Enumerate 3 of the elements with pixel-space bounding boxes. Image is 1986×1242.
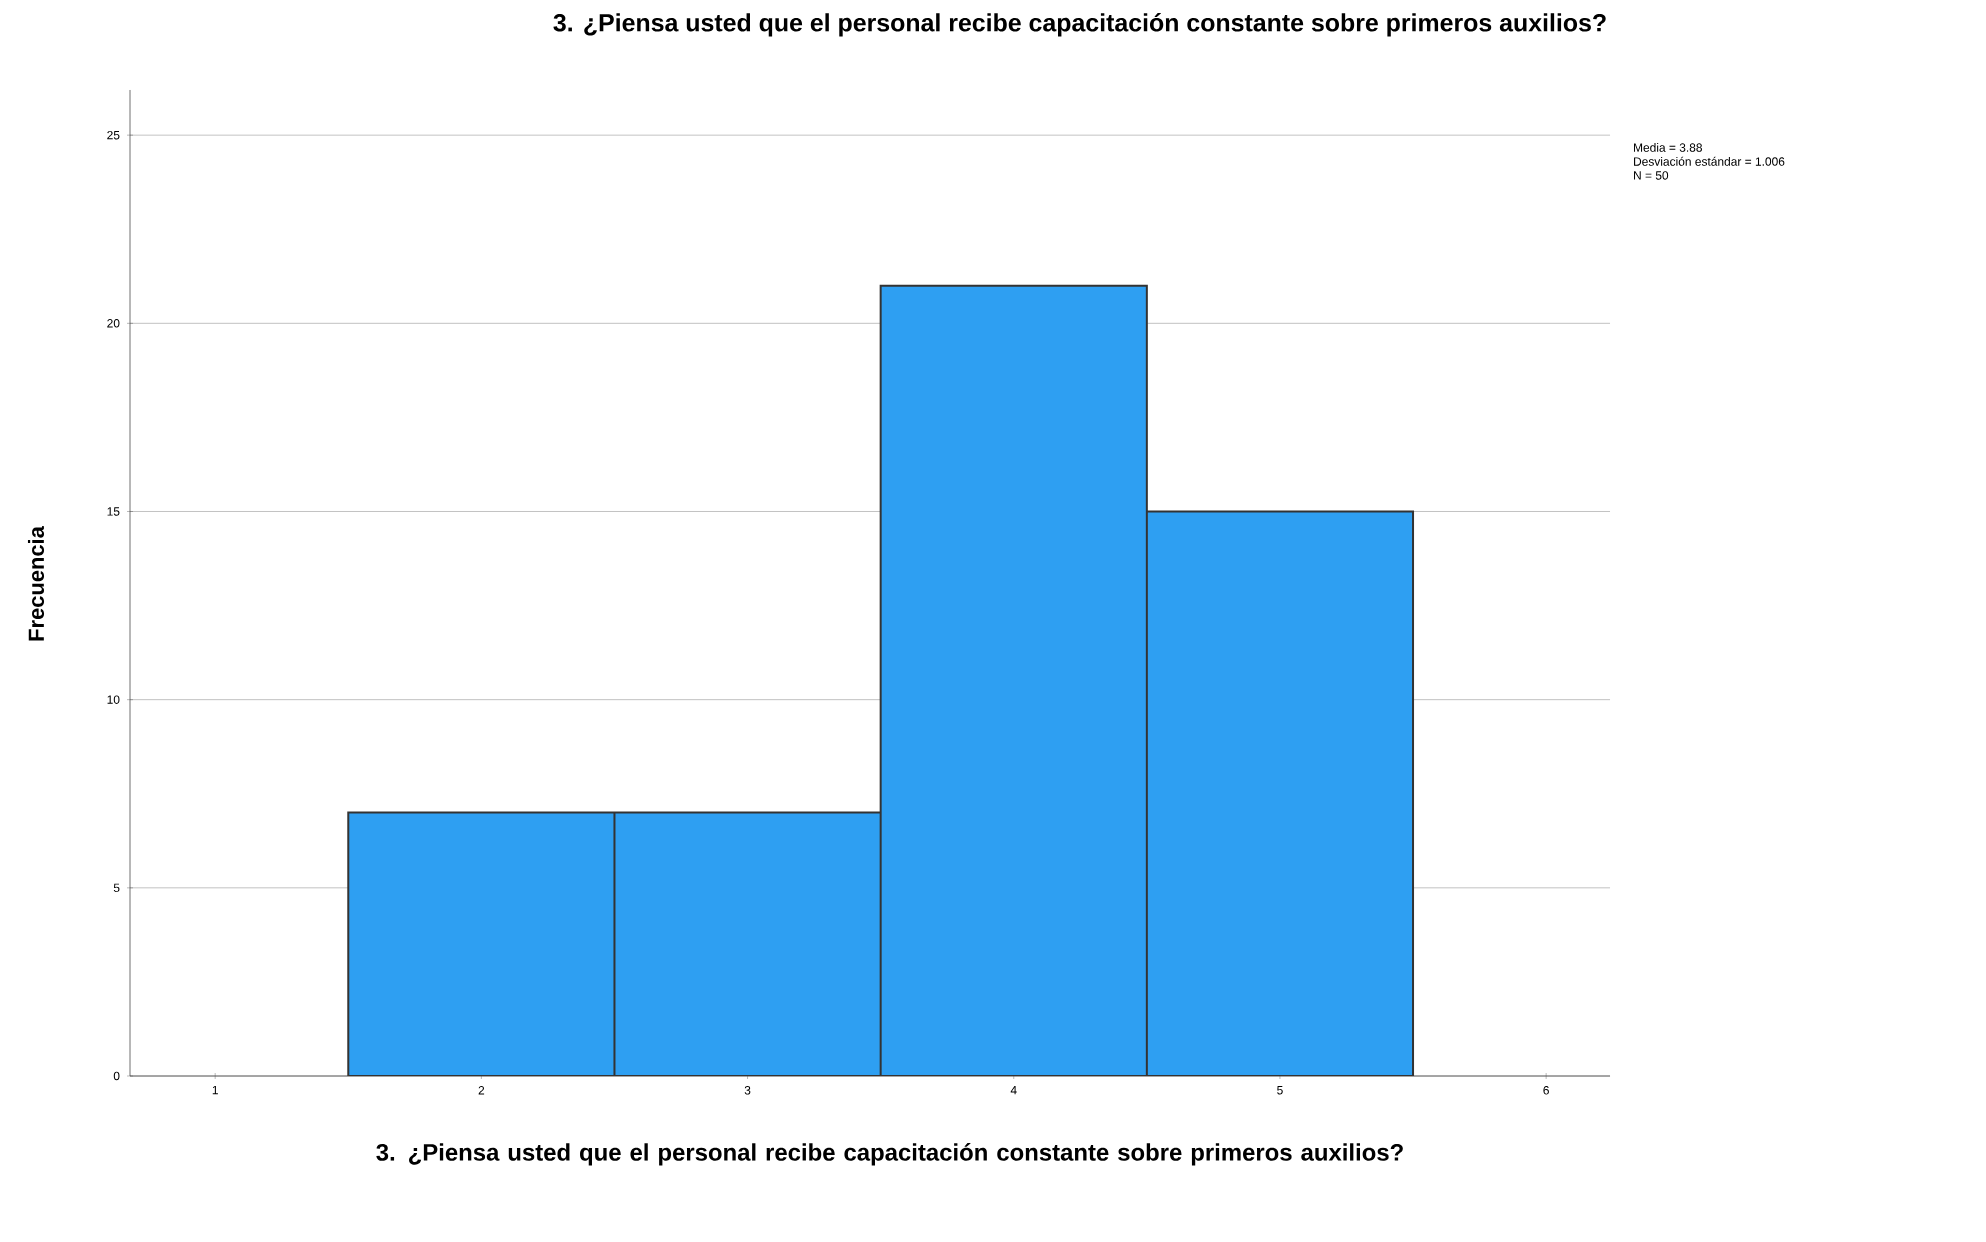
chart-title: 3. ¿Piensa usted que el personal recibe capacitación constante sobre primeros auxilios? [553, 13, 1606, 37]
x-axis-title: 3. ¿Piensa usted que el personal recibe capacitación constante sobre primeros auxilios? [376, 1143, 1403, 1166]
y-axis-title: Frecuencia [27, 526, 45, 641]
